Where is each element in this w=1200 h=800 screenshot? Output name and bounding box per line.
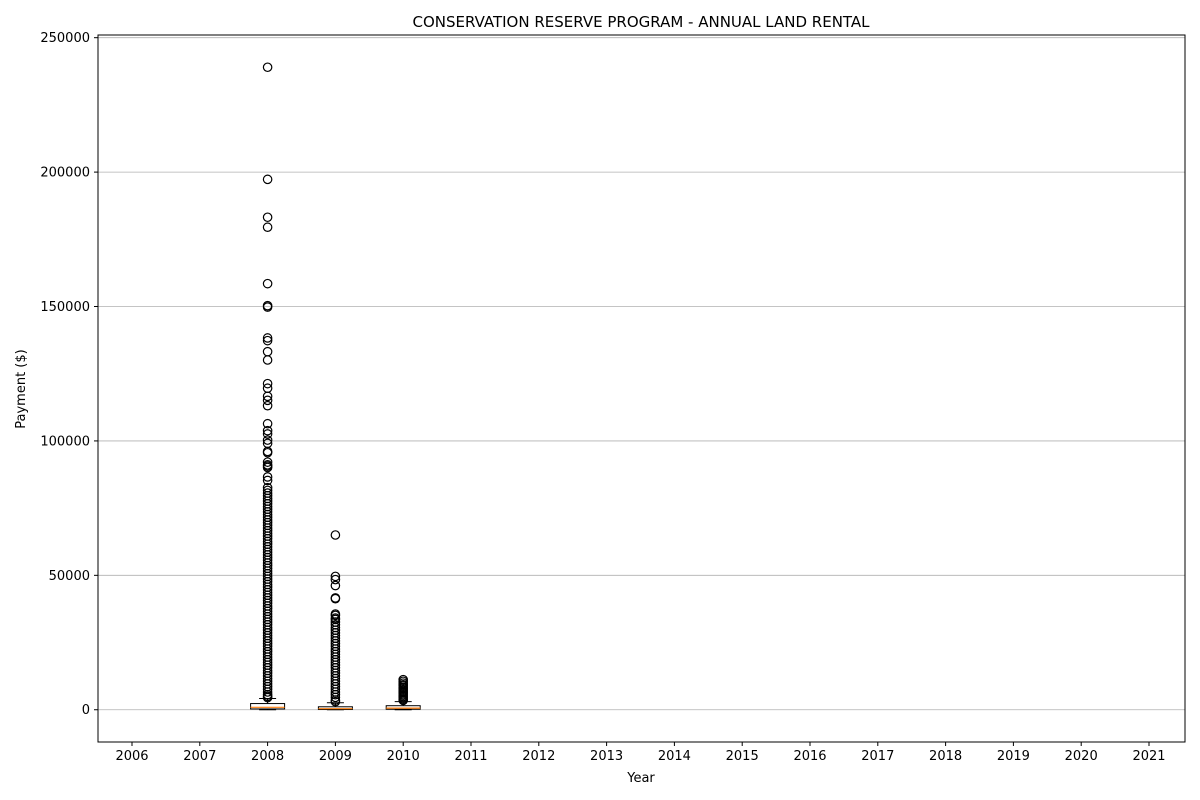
x-tick-label: 2006	[115, 749, 148, 764]
x-tick-label: 2018	[929, 749, 962, 764]
outlier-point	[330, 571, 341, 582]
x-tick-label: 2017	[861, 749, 894, 764]
y-tick-label: 250000	[40, 31, 90, 46]
x-tick-label: 2008	[251, 749, 284, 764]
y-tick-label: 200000	[40, 166, 90, 181]
outlier-point	[262, 457, 273, 467]
outlier-point	[262, 335, 273, 346]
outlier-point	[262, 302, 273, 312]
outlier-point	[330, 574, 341, 585]
y-tick-label: 100000	[40, 434, 90, 449]
outlier-point	[262, 395, 273, 406]
x-tick-label: 2010	[387, 749, 420, 764]
x-tick-label: 2011	[454, 749, 487, 764]
y-axis-label: Payment ($)	[14, 349, 29, 428]
x-tick-label: 2021	[1132, 749, 1165, 764]
chart-title: CONSERVATION RESERVE PROGRAM - ANNUAL LA…	[412, 13, 870, 31]
outlier-point	[262, 62, 273, 73]
box-2009	[317, 530, 353, 711]
outlier-point	[262, 472, 273, 482]
y-tick-label: 150000	[40, 300, 90, 315]
x-tick-label: 2009	[319, 749, 352, 764]
outlier-point	[330, 610, 341, 621]
outlier-point	[262, 378, 273, 389]
box-2008	[250, 62, 286, 711]
outlier-point	[262, 447, 273, 458]
x-tick-label: 2013	[590, 749, 623, 764]
outlier-point	[262, 400, 273, 411]
outlier-point	[262, 429, 273, 439]
x-axis: 2006 2007 2008 2009 2010 2011 2012 2013 2014 2015…	[115, 742, 1166, 764]
outlier-point	[262, 475, 273, 486]
grid-layer	[98, 37, 1185, 711]
outlier-point	[330, 696, 341, 707]
x-tick-label: 2014	[658, 749, 691, 764]
y-axis: 0 50000 100000 150000 200000 250000	[40, 31, 98, 718]
outlier-point	[262, 278, 273, 289]
box-iqr	[250, 703, 286, 710]
outlier-point	[330, 593, 341, 604]
outlier-point	[262, 425, 273, 436]
x-axis-label: Year	[626, 771, 655, 786]
outlier-point	[330, 692, 341, 703]
outlier-point	[262, 222, 273, 233]
outlier-point	[398, 695, 408, 706]
outlier-point	[262, 355, 273, 365]
outlier-point	[262, 462, 273, 473]
outlier-point	[330, 689, 341, 700]
outlier-point	[330, 530, 341, 540]
x-tick-label: 2019	[997, 749, 1030, 764]
outlier-point	[262, 435, 273, 445]
x-tick-label: 2007	[183, 749, 216, 764]
outlier-point	[262, 174, 273, 185]
outlier-point	[262, 391, 273, 402]
outlier-point	[262, 212, 273, 223]
y-tick-label: 50000	[49, 569, 90, 584]
x-tick-label: 2020	[1065, 749, 1098, 764]
x-tick-label: 2016	[793, 749, 826, 764]
x-tick-label: 2015	[726, 749, 759, 764]
plot-frame	[97, 34, 1186, 743]
x-tick-label: 2012	[522, 749, 555, 764]
y-tick-label: 0	[82, 703, 90, 718]
outlier-point	[262, 333, 273, 343]
box-iqr	[385, 705, 421, 710]
outlier-point	[262, 687, 273, 697]
outlier-point	[330, 580, 341, 591]
box-layer	[250, 62, 421, 711]
outlier-point	[262, 418, 273, 429]
box-2010	[385, 674, 421, 711]
outlier-point	[262, 692, 273, 703]
